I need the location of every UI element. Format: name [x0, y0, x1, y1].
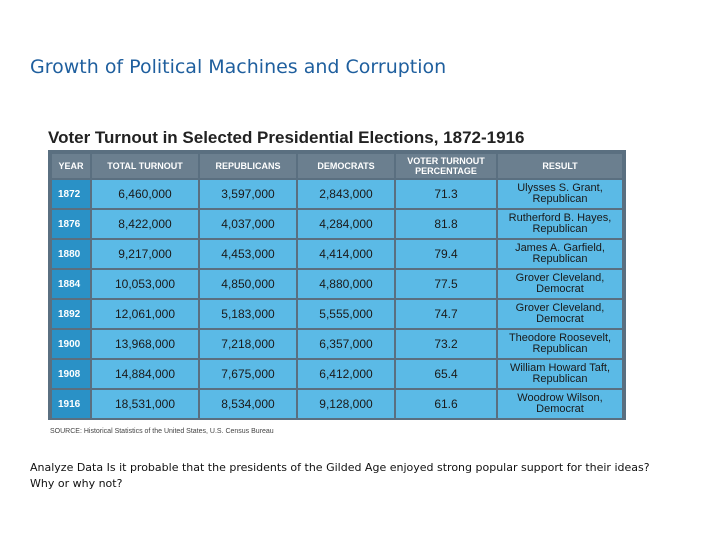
result-party: Democrat: [536, 403, 584, 415]
result-party: Republican: [532, 343, 588, 355]
result-party: Democrat: [536, 283, 584, 295]
turnout-percentage-cell: 74.7: [396, 300, 496, 328]
result-party: Republican: [532, 223, 588, 235]
column-header-result: RESULT: [498, 154, 622, 178]
year-cell: 1872: [52, 180, 90, 208]
table-row: 1892 12,061,000 5,183,000 5,555,000 74.7 Grov…: [52, 300, 622, 328]
democrats-cell: 5,555,000: [298, 300, 394, 328]
table-source-note: SOURCE: Historical Statistics of the Uni…: [50, 428, 274, 435]
democrats-cell: 6,357,000: [298, 330, 394, 358]
total-turnout-cell: 14,884,000: [92, 360, 198, 388]
total-turnout-cell: 13,968,000: [92, 330, 198, 358]
column-header-year: YEAR: [52, 154, 90, 178]
result-party: Republican: [532, 373, 588, 385]
total-turnout-cell: 10,053,000: [92, 270, 198, 298]
turnout-percentage-cell: 65.4: [396, 360, 496, 388]
total-turnout-cell: 18,531,000: [92, 390, 198, 418]
result-cell: Woodrow Wilson, Democrat: [498, 390, 622, 418]
turnout-percentage-cell: 81.8: [396, 210, 496, 238]
result-party: Republican: [532, 253, 588, 265]
column-header-democrats: DEMOCRATS: [298, 154, 394, 178]
analyze-data-question: Analyze Data Is it probable that the pre…: [30, 461, 650, 490]
turnout-percentage-cell: 77.5: [396, 270, 496, 298]
column-header-total-turnout: TOTAL TURNOUT: [92, 154, 198, 178]
democrats-cell: 4,414,000: [298, 240, 394, 268]
republicans-cell: 3,597,000: [200, 180, 296, 208]
result-cell: Grover Cleveland, Democrat: [498, 270, 622, 298]
result-president-name: Theodore Roosevelt,: [508, 332, 612, 344]
result-president-name: Woodrow Wilson,: [517, 392, 603, 404]
republicans-cell: 7,218,000: [200, 330, 296, 358]
result-cell: James A. Garfield, Republican: [498, 240, 622, 268]
total-turnout-cell: 6,460,000: [92, 180, 198, 208]
result-president-name: James A. Garfield,: [515, 242, 605, 254]
result-president-name: Grover Cleveland,: [515, 302, 605, 314]
democrats-cell: 9,128,000: [298, 390, 394, 418]
table-header-row: YEAR TOTAL TURNOUT REPUBLICANS DEMOCRATS…: [52, 154, 622, 178]
democrats-cell: 4,880,000: [298, 270, 394, 298]
voter-turnout-table: YEAR TOTAL TURNOUT REPUBLICANS DEMOCRATS…: [50, 152, 624, 420]
democrats-cell: 6,412,000: [298, 360, 394, 388]
result-cell: Ulysses S. Grant, Republican: [498, 180, 622, 208]
result-cell: Grover Cleveland, Democrat: [498, 300, 622, 328]
table-heading: Voter Turnout in Selected Presidential E…: [48, 128, 525, 147]
total-turnout-cell: 9,217,000: [92, 240, 198, 268]
turnout-percentage-cell: 71.3: [396, 180, 496, 208]
result-party: Republican: [532, 193, 588, 205]
turnout-percentage-cell: 61.6: [396, 390, 496, 418]
result-cell: William Howard Taft, Republican: [498, 360, 622, 388]
slide-title: Growth of Political Machines and Corrupt…: [30, 56, 447, 78]
year-cell: 1908: [52, 360, 90, 388]
result-party: Democrat: [536, 313, 584, 325]
total-turnout-cell: 12,061,000: [92, 300, 198, 328]
result-cell: Rutherford B. Hayes, Republican: [498, 210, 622, 238]
republicans-cell: 4,850,000: [200, 270, 296, 298]
democrats-cell: 4,284,000: [298, 210, 394, 238]
result-president-name: William Howard Taft,: [509, 362, 611, 374]
republicans-cell: 4,037,000: [200, 210, 296, 238]
table-row: 1872 6,460,000 3,597,000 2,843,000 71.3 Ulyss…: [52, 180, 622, 208]
table-row: 1876 8,422,000 4,037,000 4,284,000 81.8 Ruthe…: [52, 210, 622, 238]
democrats-cell: 2,843,000: [298, 180, 394, 208]
republicans-cell: 4,453,000: [200, 240, 296, 268]
result-president-name: Grover Cleveland,: [515, 272, 605, 284]
year-cell: 1892: [52, 300, 90, 328]
table-row: 1900 13,968,000 7,218,000 6,357,000 73.2 Theo…: [52, 330, 622, 358]
column-header-turnout-percentage: VOTER TURNOUT PERCENTAGE: [396, 154, 496, 178]
column-header-republicans: REPUBLICANS: [200, 154, 296, 178]
year-cell: 1880: [52, 240, 90, 268]
total-turnout-cell: 8,422,000: [92, 210, 198, 238]
voter-turnout-table-frame: YEAR TOTAL TURNOUT REPUBLICANS DEMOCRATS…: [48, 150, 626, 420]
republicans-cell: 5,183,000: [200, 300, 296, 328]
table-row: 1884 10,053,000 4,850,000 4,880,000 77.5 Grov…: [52, 270, 622, 298]
year-cell: 1876: [52, 210, 90, 238]
turnout-percentage-cell: 73.2: [396, 330, 496, 358]
republicans-cell: 8,534,000: [200, 390, 296, 418]
year-cell: 1900: [52, 330, 90, 358]
turnout-percentage-cell: 79.4: [396, 240, 496, 268]
year-cell: 1884: [52, 270, 90, 298]
year-cell: 1916: [52, 390, 90, 418]
table-row: 1916 18,531,000 8,534,000 9,128,000 61.6 Wood…: [52, 390, 622, 418]
republicans-cell: 7,675,000: [200, 360, 296, 388]
table-row: 1908 14,884,000 7,675,000 6,412,000 65.4 Will…: [52, 360, 622, 388]
result-president-name: Rutherford B. Hayes,: [508, 212, 612, 224]
result-cell: Theodore Roosevelt, Republican: [498, 330, 622, 358]
result-president-name: Ulysses S. Grant,: [517, 182, 603, 194]
table-row: 1880 9,217,000 4,453,000 4,414,000 79.4 James…: [52, 240, 622, 268]
table-body: 1872 6,460,000 3,597,000 2,843,000 71.3 Ulyss…: [52, 180, 622, 418]
